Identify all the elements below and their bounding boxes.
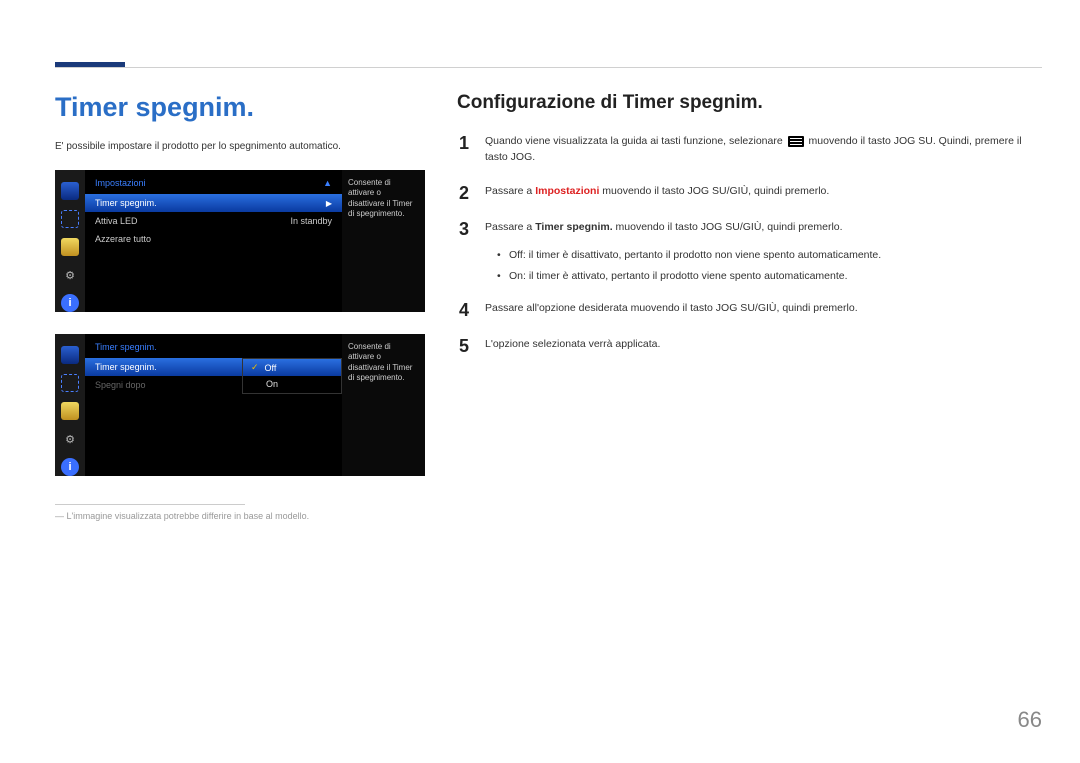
chevron-right-icon: ▶ (326, 199, 332, 208)
page-title: Timer spegnim. (55, 92, 425, 123)
page-content: Timer spegnim. E' possibile impostare il… (55, 92, 1042, 521)
osd-row: Timer spegnim. (85, 358, 242, 376)
osd-tooltip: Consente di attivare o disattivare il Ti… (342, 170, 425, 312)
step-3: 3 Passare a Timer spegnim. muovendo il t… (457, 220, 1042, 238)
frame-icon (61, 374, 79, 392)
step-body: Passare a Timer spegnim. muovendo il tas… (485, 220, 1042, 236)
osd-row-label: Attiva LED (95, 216, 138, 226)
bars-icon (61, 238, 79, 256)
osd-row-label: Timer spegnim. (95, 198, 157, 208)
info-icon: i (61, 458, 79, 476)
header-rule (55, 67, 1042, 68)
osd-row-label: Timer spegnim. (95, 362, 157, 372)
osd-row: Azzerare tutto (85, 230, 342, 248)
screen-icon (61, 346, 79, 364)
screen-icon (61, 182, 79, 200)
step-4: 4 Passare all'opzione desiderata muovend… (457, 301, 1042, 319)
check-icon: ✓ (251, 362, 259, 373)
osd-row-label: Azzerare tutto (95, 234, 151, 244)
dropdown-option: ✓ Off (243, 359, 341, 376)
bars-icon (61, 402, 79, 420)
step-body: Passare all'opzione desiderata muovendo … (485, 301, 1042, 317)
osd-row-label: Spegni dopo (95, 380, 146, 390)
step-body: L'opzione selezionata verrà applicata. (485, 337, 1042, 353)
info-icon: i (61, 294, 79, 312)
osd-main: Timer spegnim. Timer spegnim. Spegni dop… (85, 334, 342, 476)
osd-header: Impostazioni ▲ (85, 176, 342, 194)
osd-iconbar: ⚙ i (55, 170, 85, 312)
osd-iconbar: ⚙ i (55, 334, 85, 476)
intro-text: E' possibile impostare il prodotto per l… (55, 141, 425, 152)
step-1: 1 Quando viene visualizzata la guida ai … (457, 134, 1042, 166)
gear-icon: ⚙ (61, 430, 79, 448)
step-body: Passare a Impostazioni muovendo il tasto… (485, 184, 1042, 200)
osd-row: Timer spegnim. ▶ (85, 194, 342, 212)
gear-icon: ⚙ (61, 266, 79, 284)
up-arrow-icon: ▲ (323, 178, 332, 188)
step-number: 1 (457, 134, 471, 152)
step-body: Quando viene visualizzata la guida ai ta… (485, 134, 1042, 166)
bullet-on: On: il timer è attivato, pertanto il pro… (497, 269, 1042, 285)
osd-row: Attiva LED In standby (85, 212, 342, 230)
osd-main: Impostazioni ▲ Timer spegnim. ▶ Attiva L… (85, 170, 342, 312)
osd-header: Timer spegnim. (85, 340, 342, 358)
dropdown-option-label: On (266, 379, 278, 389)
steps-list: 1 Quando viene visualizzata la guida ai … (457, 134, 1042, 355)
osd-header-label: Impostazioni (95, 178, 146, 188)
step-number: 4 (457, 301, 471, 319)
step-number: 3 (457, 220, 471, 238)
step-number: 2 (457, 184, 471, 202)
right-column: Configurazione di Timer spegnim. 1 Quand… (457, 92, 1042, 521)
footnote-rule (55, 504, 245, 505)
dropdown-option-label: Off (265, 363, 277, 373)
step-number: 5 (457, 337, 471, 355)
osd-dropdown: ✓ Off On (242, 358, 342, 394)
step-2: 2 Passare a Impostazioni muovendo il tas… (457, 184, 1042, 202)
left-column: Timer spegnim. E' possibile impostare il… (55, 92, 425, 521)
bullet-off: Off: il timer è disattivato, pertanto il… (497, 248, 1042, 264)
osd-row-value: In standby (290, 216, 332, 226)
page-number: 66 (1018, 707, 1042, 733)
osd-tooltip: Consente di attivare o disattivare il Ti… (342, 334, 425, 476)
footnote: ― L'immagine visualizzata potrebbe diffe… (55, 511, 425, 521)
step-5: 5 L'opzione selezionata verrà applicata. (457, 337, 1042, 355)
frame-icon (61, 210, 79, 228)
bullet-list: Off: il timer è disattivato, pertanto il… (497, 248, 1042, 286)
osd-header-label: Timer spegnim. (95, 342, 157, 352)
osd-screenshot-settings: ⚙ i Impostazioni ▲ Timer spegnim. ▶ Atti… (55, 170, 425, 312)
osd-screenshot-timer: ⚙ i Timer spegnim. Timer spegnim. Spegni… (55, 334, 425, 476)
section-heading: Configurazione di Timer spegnim. (457, 92, 1042, 114)
menu-icon (788, 136, 804, 147)
dropdown-option: On (243, 376, 341, 392)
osd-row: Spegni dopo (85, 376, 242, 394)
